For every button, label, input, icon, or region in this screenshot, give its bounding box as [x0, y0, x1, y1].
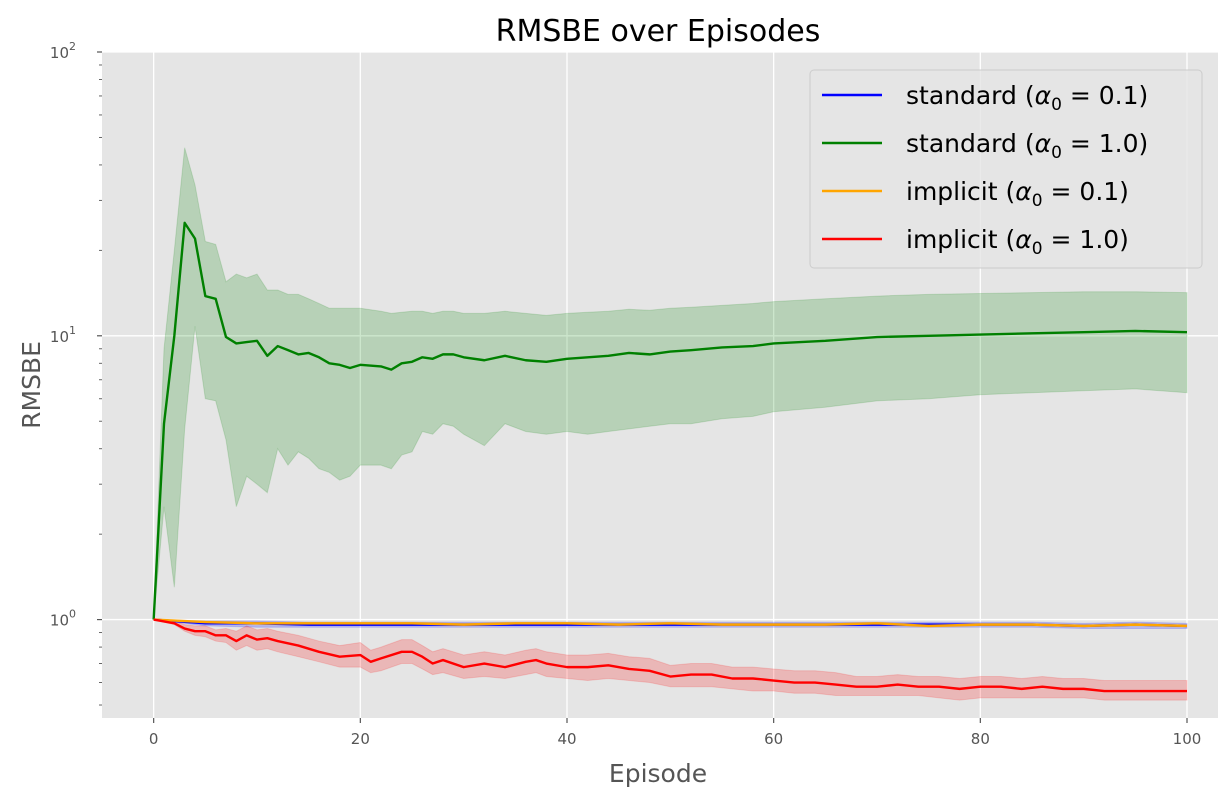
y-tick-base: 10: [50, 328, 69, 346]
legend-label-greek: α: [1015, 225, 1032, 254]
x-tick-label: 60: [764, 730, 783, 748]
legend-label-1: standard (α0 = 1.0): [906, 129, 1148, 163]
x-tick-label: 100: [1173, 730, 1202, 748]
legend-label-2: implicit (α0 = 0.1): [906, 177, 1129, 211]
line-series-2: [153, 618, 1188, 628]
y-tick-label: 102: [50, 40, 76, 62]
legend-label-subscript: 0: [1051, 143, 1062, 163]
y-tick-exponent: 0: [69, 608, 76, 621]
line-series-3: [153, 618, 1187, 693]
legend-label-prefix: standard (: [906, 81, 1035, 110]
legend-label-suffix: = 0.1): [1043, 177, 1129, 206]
chart-title: RMSBE over Episodes: [496, 14, 821, 49]
y-tick-label: 101: [50, 324, 76, 346]
x-tick-label: 40: [557, 730, 576, 748]
band-series-1: [153, 147, 1188, 620]
legend-label-subscript: 0: [1032, 239, 1043, 259]
legend-label-greek: α: [1035, 81, 1052, 110]
legend-label-suffix: = 1.0): [1043, 225, 1129, 254]
legend-label-subscript: 0: [1032, 191, 1043, 211]
x-tick-label: 80: [971, 730, 990, 748]
x-tick-label: 20: [351, 730, 370, 748]
y-axis-label: RMSBE: [17, 341, 46, 429]
legend-frame: [809, 69, 1203, 269]
legend-label-greek: α: [1015, 177, 1032, 206]
x-axis-ticks: 0 20 40 60 80 100: [149, 718, 1201, 748]
legend-label-suffix: = 1.0): [1062, 129, 1148, 158]
y-tick-base: 10: [50, 44, 69, 62]
legend-label-prefix: implicit (: [906, 177, 1015, 206]
line-series-1: [152, 221, 1188, 620]
x-axis-label: Episode: [609, 759, 707, 788]
legend: standard (α0 = 0.1)standard (α0 = 1.0)im…: [809, 69, 1203, 269]
legend-label-suffix: = 0.1): [1062, 81, 1148, 110]
y-tick-exponent: 1: [69, 324, 76, 337]
y-tick-exponent: 2: [69, 40, 76, 53]
legend-label-subscript: 0: [1051, 95, 1062, 115]
y-minor-ticks: [99, 64, 102, 706]
y-tick-label: 100: [50, 608, 76, 630]
legend-label-0: standard (α0 = 0.1): [906, 81, 1148, 115]
y-tick-base: 10: [50, 612, 69, 630]
legend-label-prefix: standard (: [906, 129, 1035, 158]
x-tick-label: 0: [149, 730, 159, 748]
legend-label-prefix: implicit (: [906, 225, 1015, 254]
series-lines: [152, 221, 1188, 693]
legend-label-3: implicit (α0 = 1.0): [906, 225, 1129, 259]
legend-label-greek: α: [1035, 129, 1052, 158]
